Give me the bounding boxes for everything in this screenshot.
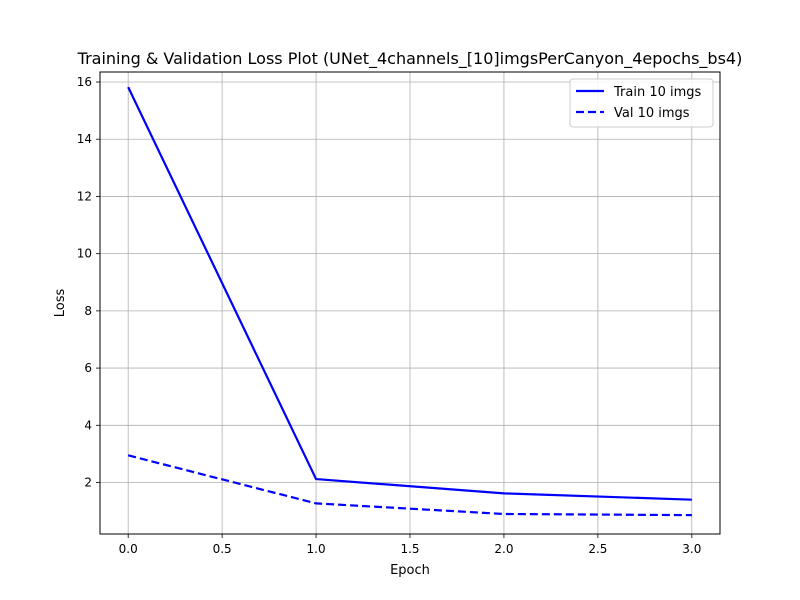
x-tick-label: 2.0 [494,542,513,556]
legend-label: Val 10 imgs [614,106,690,121]
x-axis: 0.0 0.5 1.0 1.5 2.0 2.5 3.0 [119,534,701,556]
x-axis-label: Epoch [390,563,430,578]
y-tick-label: 16 [77,75,92,89]
chart-title: Training & Validation Loss Plot (UNet_4c… [77,49,743,69]
x-tick-label: 3.0 [682,542,701,556]
y-tick-label: 8 [84,304,92,318]
y-tick-label: 4 [84,418,92,432]
legend-label: Train 10 imgs [613,85,702,100]
y-tick-label: 6 [84,361,92,375]
legend-box [569,78,714,128]
x-tick-label: 1.5 [400,542,419,556]
series-layer [127,86,692,517]
y-tick-label: 10 [77,247,92,261]
series-line [127,86,692,501]
y-tick-label: 12 [77,189,92,203]
y-axis: 2 4 6 8 10 12 14 16 [77,75,100,490]
x-tick-label: 0.0 [119,542,138,556]
y-tick-label: 14 [77,132,92,146]
x-tick-label: 1.0 [307,542,326,556]
y-tick-label: 2 [84,476,92,490]
series-line [127,454,692,517]
x-tick-label: 2.5 [588,542,607,556]
grid [100,72,720,534]
x-tick-label: 0.5 [213,542,232,556]
y-axis-label: Loss [53,289,68,318]
legend: Train 10 imgs Val 10 imgs [569,78,714,128]
